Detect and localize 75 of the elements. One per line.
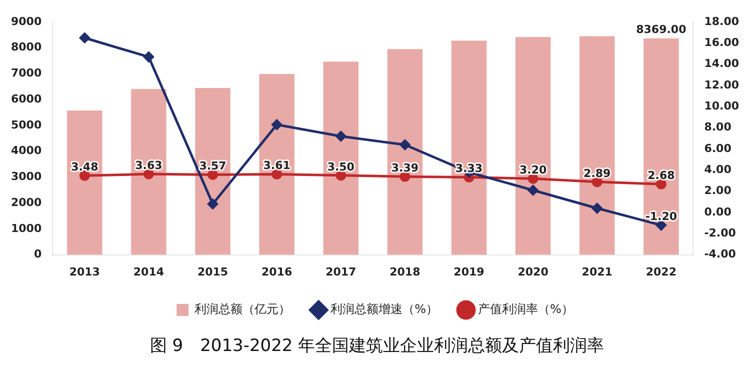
x-tick-label: 2020 [518, 265, 549, 278]
point [528, 185, 538, 196]
y-tick-label: 3000 [10, 170, 42, 184]
bar [644, 38, 679, 255]
point [143, 168, 154, 180]
x-tick-label: 2015 [197, 265, 228, 278]
data-label: 2.89 [584, 166, 611, 180]
data-label: 3.50 [327, 160, 355, 174]
y2-tick-label: 14.00 [704, 57, 740, 70]
x-tick-label: 2021 [582, 265, 612, 278]
x-tick-label: 2013 [69, 265, 100, 278]
point [528, 173, 538, 184]
y-tick-label: 6000 [10, 92, 42, 106]
point [592, 202, 602, 214]
bar [387, 49, 423, 255]
data-label: 8369.00 [636, 23, 687, 36]
data-label: 3.20 [519, 163, 547, 176]
data-label: 3.48 [71, 160, 98, 174]
y2-tick-label: 10.00 [704, 100, 740, 113]
y-tick-label: 5000 [10, 118, 42, 132]
bar [580, 36, 615, 255]
y2-tick-label: 18.00 [704, 14, 740, 28]
y2-tick-label: -2.00 [704, 226, 736, 240]
point [79, 170, 90, 181]
point [336, 131, 346, 142]
y-tick-label: 9000 [10, 14, 42, 28]
y-tick-label: 8000 [10, 40, 42, 54]
legend-label: 产值利润率（%） [478, 302, 574, 316]
x-tick-label: 2014 [133, 265, 164, 278]
x-tick-label: 2022 [646, 265, 676, 278]
legend-label: 利润总额（亿元） [194, 302, 291, 316]
y2-tick-label: 8.00 [704, 120, 732, 134]
point [656, 178, 666, 190]
y2-tick-label: 12.00 [704, 78, 740, 92]
bar [195, 88, 230, 255]
legend-label: 利润总额增速（%） [330, 302, 438, 316]
point [592, 176, 602, 188]
bar [451, 40, 487, 255]
data-label: 3.63 [135, 158, 162, 172]
y-tick-label: 4000 [10, 144, 42, 158]
bar [515, 37, 551, 255]
x-tick-label: 2016 [262, 265, 292, 278]
y-tick-label: 2000 [10, 196, 42, 209]
text: 图 9 2013-2022 年全国建筑业企业利润总额及产值利润率 [148, 335, 606, 357]
point [400, 140, 410, 150]
point [79, 32, 90, 44]
y2-tick-label: 16.00 [704, 36, 740, 50]
y2-tick-label: 2.00 [704, 184, 732, 198]
point [272, 169, 282, 180]
point [208, 198, 218, 210]
point [208, 169, 218, 180]
point [272, 119, 282, 130]
y2-tick-label: -4.00 [704, 248, 736, 261]
x-tick-label: 2017 [326, 265, 356, 278]
point [336, 170, 346, 181]
y2-tick-label: 6.00 [704, 142, 732, 155]
y-tick-label: 7000 [10, 66, 42, 80]
data-label: 3.61 [263, 159, 290, 172]
data-label: 3.39 [391, 161, 419, 174]
point [400, 171, 410, 182]
data-label: -1.20 [645, 210, 678, 224]
data-label: 3.57 [199, 160, 226, 173]
y2-tick-label: 4.00 [704, 163, 732, 176]
y-tick-label: 0 [34, 248, 42, 261]
point [656, 220, 666, 230]
bar [131, 88, 166, 255]
bar [323, 62, 358, 255]
x-tick-label: 2019 [454, 265, 484, 278]
bar [67, 110, 102, 255]
data-label: 2.68 [648, 168, 675, 182]
point [143, 52, 154, 62]
y2-tick-label: 0.00 [704, 205, 732, 218]
y-tick-label: 1000 [10, 222, 42, 235]
bar [259, 74, 294, 255]
x-tick-label: 2018 [390, 265, 420, 278]
